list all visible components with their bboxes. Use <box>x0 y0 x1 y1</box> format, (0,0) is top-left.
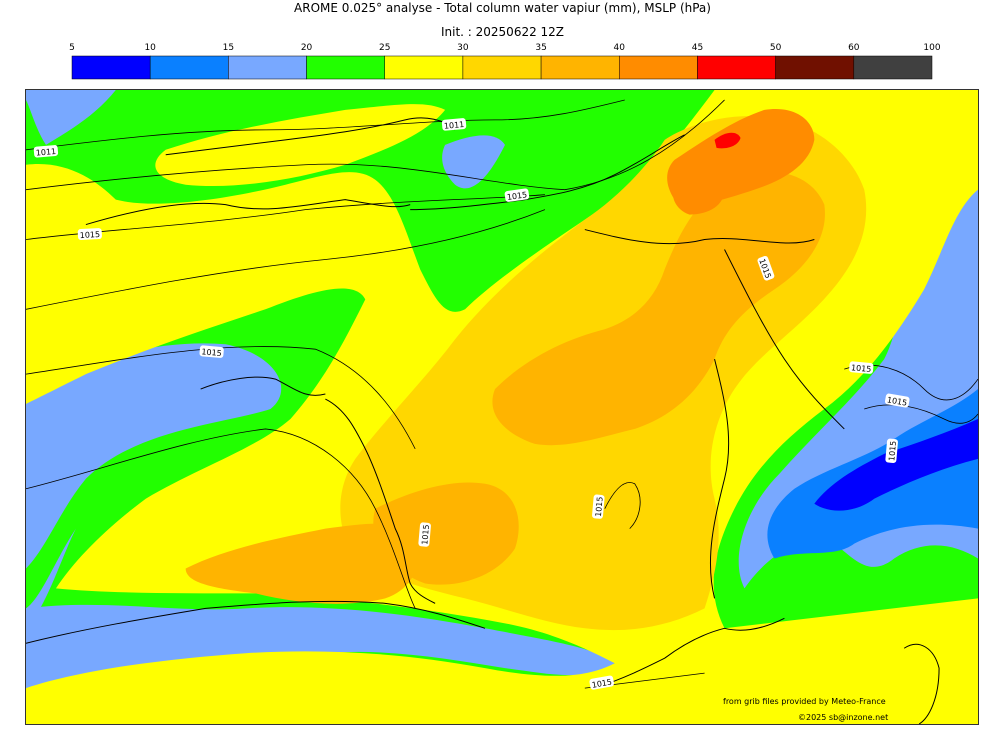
colorbar-swatch-2 <box>228 55 307 80</box>
colorbar-tick-100: 100 <box>923 43 940 53</box>
isobar-label-1015-i: 1015 <box>418 522 431 547</box>
colorbar-tick-10: 10 <box>144 43 156 53</box>
map-title: AROME 0.025° analyse - Total column wate… <box>294 1 711 15</box>
isobar-label-1015-c: 1015 <box>199 345 224 358</box>
field-blue-southwest <box>26 528 76 629</box>
field-orange-central <box>492 171 825 446</box>
colorbar-swatch-8 <box>697 55 776 80</box>
colorbar-swatch-9 <box>775 55 855 80</box>
isobar-label-1011-a: 1011 <box>33 145 59 158</box>
colorbar-tick-25: 25 <box>379 43 390 53</box>
colorbar-swatches <box>71 55 933 80</box>
svg-text:1015: 1015 <box>591 677 613 689</box>
field-orange-southwest <box>185 523 419 604</box>
field-orange-aquitaine <box>373 482 519 585</box>
colorbar-swatch-1 <box>149 55 229 80</box>
isobar-label-1015-h: 1015 <box>592 494 605 519</box>
colorbar-tick-40: 40 <box>614 43 626 53</box>
field-red-netherlands <box>714 132 741 149</box>
field-blue-northwest <box>26 90 116 145</box>
init-time-label: Init. : 20250622 12Z <box>440 25 565 39</box>
copyright-credit: ©2025 sb@inzone.net <box>798 713 889 722</box>
colorbar-tick-15: 15 <box>223 43 234 53</box>
svg-text:1015: 1015 <box>201 347 222 358</box>
field-blue-pyrenees <box>26 604 615 704</box>
field-blue-atlantic <box>26 343 282 569</box>
field-yellow-england <box>155 104 446 186</box>
isobar-label-1015-e: 1015 <box>849 361 874 374</box>
svg-text:1015: 1015 <box>887 440 898 461</box>
data-source-credit: from grib files provided by Meteo-France <box>723 697 886 706</box>
svg-text:1015: 1015 <box>420 524 431 545</box>
isobar-label-1015-f: 1015 <box>884 393 910 408</box>
colorbar-tick-20: 20 <box>301 43 313 53</box>
isobar-label-1011-b: 1011 <box>441 118 467 131</box>
svg-text:1015: 1015 <box>886 395 908 407</box>
svg-text:1015: 1015 <box>506 190 527 202</box>
field-blue-channel <box>442 135 505 189</box>
svg-text:1015: 1015 <box>851 363 872 374</box>
colorbar-swatch-6 <box>540 55 620 80</box>
colorbar-tick-60: 60 <box>848 43 860 53</box>
svg-text:1011: 1011 <box>444 120 465 131</box>
isobar-label-1015-g: 1015 <box>885 438 898 463</box>
isobar-label-1015-j: 1015 <box>589 675 614 690</box>
colorbar-tick-labels: 5 10 15 20 25 30 35 40 45 50 60 100 <box>69 43 941 53</box>
svg-text:1015: 1015 <box>80 230 101 240</box>
field-darkorange-ardennes <box>672 177 725 215</box>
colorbar-tick-50: 50 <box>770 43 782 53</box>
colorbar-swatch-7 <box>619 55 698 80</box>
colorbar-tick-30: 30 <box>457 43 469 53</box>
svg-text:1015: 1015 <box>594 496 605 517</box>
colorbar-tick-5: 5 <box>69 43 75 53</box>
colorbar-swatch-10 <box>853 55 933 80</box>
colorbar-swatch-0 <box>71 55 151 80</box>
colorbar-legend: 5 10 15 20 25 30 35 40 45 50 60 100 <box>69 43 941 80</box>
weather-map: 1011 1011 1015 1015 1015 1015 1015 1015 <box>25 89 979 725</box>
isobar-label-1015-a: 1015 <box>77 228 102 240</box>
isobar-label-1015-b: 1015 <box>504 188 530 202</box>
colorbar-tick-45: 45 <box>692 43 703 53</box>
colorbar-swatch-4 <box>384 55 464 80</box>
svg-text:1011: 1011 <box>36 147 57 158</box>
coastlines <box>26 117 940 724</box>
colorbar-swatch-3 <box>306 55 385 80</box>
field-darkblue-alps <box>814 418 978 511</box>
colorbar-tick-35: 35 <box>535 43 546 53</box>
colorbar-swatch-5 <box>462 55 542 80</box>
